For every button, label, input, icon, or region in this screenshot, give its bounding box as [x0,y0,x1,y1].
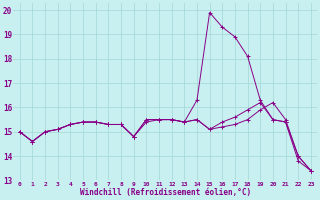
X-axis label: Windchill (Refroidissement éolien,°C): Windchill (Refroidissement éolien,°C) [80,188,251,197]
